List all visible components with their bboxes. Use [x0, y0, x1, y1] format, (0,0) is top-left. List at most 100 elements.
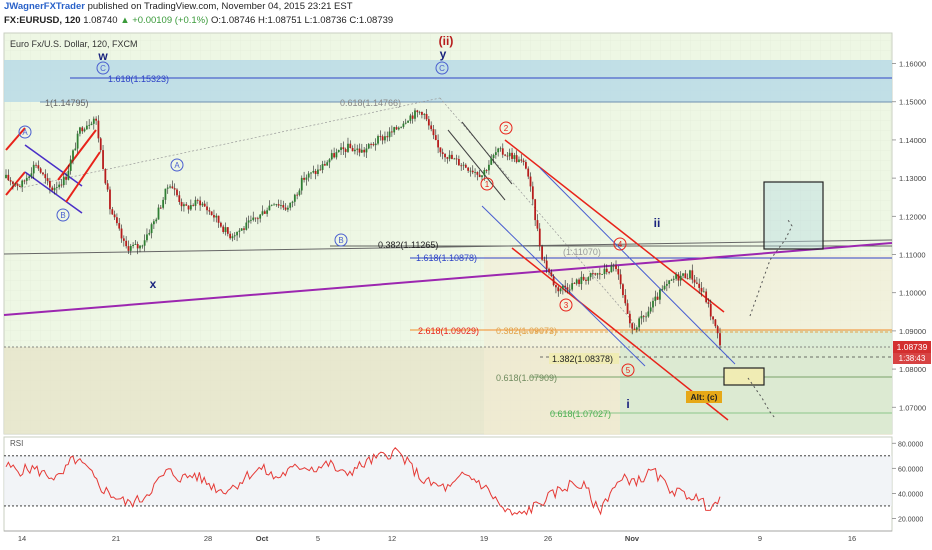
candle-body [580, 276, 583, 285]
candle-body [365, 148, 368, 153]
candle-body [672, 278, 675, 280]
candle-body [439, 147, 442, 153]
candle-body [691, 270, 694, 280]
candle-body [222, 226, 225, 233]
candle-body [416, 110, 419, 113]
price-axis[interactable]: 1.07000 1.08000 1.09000 1.10000 1.11000 1.120… [892, 60, 926, 413]
candle-body [111, 209, 114, 215]
candle-body [28, 176, 31, 178]
candle-body [240, 228, 243, 231]
candle-body [67, 170, 70, 180]
candle-body [483, 169, 486, 176]
purple-trendline [3, 242, 893, 316]
candle-body [421, 111, 423, 115]
candle-body [127, 246, 130, 251]
candle-body [74, 148, 77, 151]
countdown-tag-text: 1:38:43 [899, 354, 926, 363]
candle-body [287, 207, 289, 210]
small-channel-2 [461, 121, 513, 185]
candle-body [44, 174, 47, 179]
candle-body [30, 173, 33, 177]
candle-body [531, 186, 534, 200]
candle-body [12, 181, 14, 184]
candle-body [282, 205, 285, 208]
price-change: ▲ +0.00109 (+0.1%) [120, 15, 209, 26]
candle-body [46, 178, 49, 181]
candle-body [356, 148, 359, 150]
candle-body [152, 221, 155, 225]
candle-body [624, 295, 627, 304]
time-axis-label: 19 [480, 534, 488, 543]
candle-body [252, 217, 255, 220]
candle-body [159, 207, 162, 209]
candle-body [395, 127, 398, 130]
candle-body [42, 172, 44, 175]
candle-body [319, 169, 322, 171]
candle-body [441, 152, 444, 154]
rsi-pane[interactable]: RSI [3, 436, 893, 532]
candle-body [21, 180, 24, 187]
candle-body [298, 190, 301, 195]
candle-body [141, 245, 144, 247]
price-axis-label: 1.15000 [899, 98, 926, 107]
candle-body [451, 154, 453, 159]
price-pane[interactable]: Euro Fx/U.S. Dollar, 120, FXCM 1(1.14795… [3, 32, 931, 435]
time-axis-label: 5 [316, 534, 320, 543]
candle-body [709, 303, 712, 317]
candle-body [564, 285, 567, 288]
candle-body [642, 315, 645, 317]
candle-body [529, 176, 532, 187]
candle-body [492, 154, 495, 158]
rsi-axis-label: 40.0000 [898, 491, 923, 498]
candle-body [707, 302, 710, 304]
candle-body [622, 284, 624, 296]
upper-target-box[interactable] [763, 181, 824, 250]
candle-body [187, 205, 190, 210]
candle-body [270, 204, 273, 206]
candle-body [261, 211, 264, 215]
candle-body [129, 246, 132, 251]
circled-label-2: 2 [499, 121, 513, 135]
candle-body [670, 279, 673, 281]
candle-body [250, 219, 252, 221]
published-text: published on TradingView.com, November 0… [87, 1, 353, 12]
candle-body [635, 327, 638, 330]
candle-body [203, 203, 206, 207]
candle-body [169, 186, 171, 188]
candle-body [148, 233, 151, 235]
price-candles[interactable] [5, 108, 721, 350]
price-axis-label: 1.08000 [899, 365, 926, 374]
candle-body [5, 174, 7, 179]
wave-label-x: x [150, 277, 157, 291]
candle-body [139, 245, 141, 249]
candle-body [35, 164, 37, 166]
candle-body [610, 265, 613, 273]
alt-c-label: Alt: (c) [691, 392, 718, 402]
candle-body [400, 126, 403, 128]
candle-body [323, 164, 326, 166]
high-value: H:1.08751 [257, 15, 302, 26]
candle-body [9, 180, 12, 182]
wave-label-ii-paren: (ii) [439, 34, 454, 48]
candle-body [173, 188, 176, 190]
candle-body [95, 118, 98, 121]
candle-body [342, 147, 345, 150]
author-link[interactable]: JWagnerFXTrader [4, 1, 85, 12]
candle-body [363, 149, 366, 153]
candle-body [157, 207, 160, 220]
candle-body [256, 218, 259, 220]
time-axis-label: 16 [848, 534, 856, 543]
svg-text:B: B [60, 211, 65, 220]
candle-body [471, 170, 474, 173]
candle-body [104, 169, 107, 184]
candle-body [25, 177, 28, 181]
candle-body [582, 276, 585, 280]
candle-body [37, 165, 40, 169]
blue-channel-b2 [24, 171, 83, 214]
time-axis[interactable]: 14 21 28 Oct 5 12 19 26 Nov 9 16 [18, 534, 856, 543]
candle-body [326, 162, 329, 166]
candle-body [511, 152, 513, 159]
lower-target-box[interactable] [723, 367, 765, 386]
candle-body [65, 176, 67, 180]
